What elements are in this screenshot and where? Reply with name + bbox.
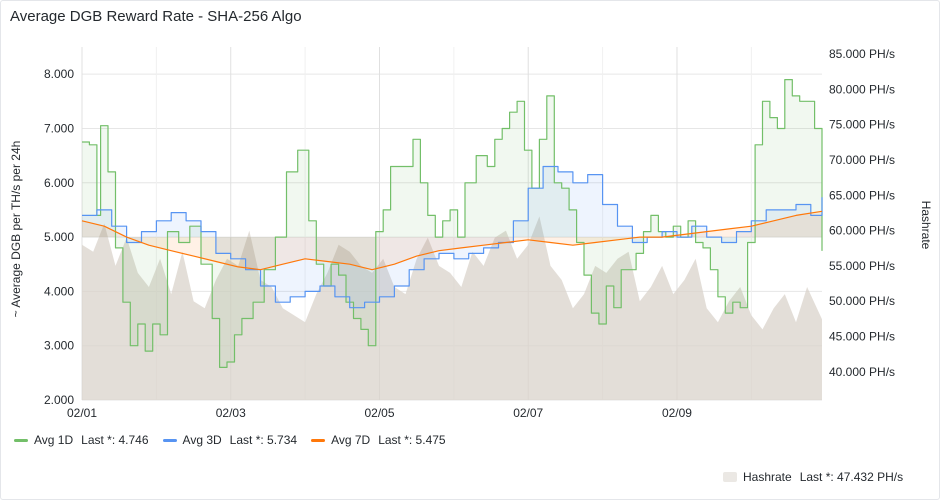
x-tick-label: 02/09: [662, 406, 692, 420]
left-tick-label: 6.000: [44, 176, 74, 190]
legend-swatch-avg-3d: [162, 438, 177, 442]
legend-item-avg-3d[interactable]: Avg 3D Last *: 5.734: [162, 433, 298, 447]
legend-swatch-hashrate: [723, 472, 737, 482]
legend-item-avg-1d[interactable]: Avg 1D Last *: 4.746: [14, 433, 149, 447]
legend-label-avg-7d: Avg 7D: [331, 433, 371, 447]
right-tick-label: 80.000 PH/s: [829, 82, 895, 96]
panel-title: Average DGB Reward Rate - SHA-256 Algo: [10, 8, 302, 25]
right-tick-label: 65.000 PH/s: [829, 188, 895, 202]
legend-stat-avg-3d: Last *: 5.734: [229, 433, 298, 447]
x-tick-label: 02/03: [216, 406, 246, 420]
legend-label-avg-1d: Avg 1D: [34, 433, 74, 447]
x-tick-label: 02/05: [364, 406, 394, 420]
series-fill-avg-1d: [82, 79, 822, 368]
legend-label-hashrate: Hashrate: [743, 470, 792, 484]
left-tick-label: 8.000: [44, 67, 74, 81]
legend-swatch-avg-7d: [311, 438, 326, 442]
series-line-avg-1d: [82, 79, 823, 368]
right-axis-label: Hashrate: [919, 201, 933, 250]
x-axis: 02/01 02/03 02/05 02/07 02/09: [67, 406, 692, 420]
legend-stat-hashrate: Last *: 47.432 PH/s: [799, 470, 904, 484]
left-axis: 2.000 3.000 4.000 5.000 6.000 7.000 8.000: [44, 67, 74, 407]
legend: Avg 1D Last *: 4.746 Avg 3D Last *: 5.73…: [14, 433, 460, 447]
legend-label-avg-3d: Avg 3D: [182, 433, 222, 447]
left-axis-label: ~ Average DGB per TH/s per 24h: [9, 141, 23, 318]
left-tick-label: 4.000: [44, 284, 74, 298]
hashrate-area: [82, 216, 822, 400]
series-area-hashrate: [82, 216, 822, 400]
right-axis: 40.000 PH/s 45.000 PH/s 50.000 PH/s 55.000 …: [829, 47, 895, 379]
series-fills: [82, 79, 822, 368]
legend-item-avg-7d[interactable]: Avg 7D Last *: 5.475: [311, 433, 446, 447]
legend-stat-avg-7d: Last *: 5.475: [378, 433, 446, 447]
legend-item-hashrate[interactable]: Hashrate Last *: 47.432 PH/s: [723, 470, 903, 484]
series-line-avg-7d: [81, 210, 823, 271]
series-line-avg-3d: [82, 165, 823, 309]
left-tick-label: 2.000: [44, 393, 74, 407]
left-tick-label: 3.000: [44, 339, 74, 353]
x-tick-label: 02/07: [513, 406, 543, 420]
right-tick-label: 50.000 PH/s: [829, 294, 895, 308]
right-tick-label: 55.000 PH/s: [829, 259, 895, 273]
right-tick-label: 70.000 PH/s: [829, 153, 895, 167]
legend-hashrate: Hashrate Last *: 47.432 PH/s: [723, 470, 903, 484]
right-tick-label: 45.000 PH/s: [829, 329, 895, 343]
x-tick-label: 02/01: [67, 406, 97, 420]
right-tick-label: 40.000 PH/s: [829, 365, 895, 379]
legend-stat-avg-1d: Last *: 4.746: [81, 433, 149, 447]
right-tick-label: 75.000 PH/s: [829, 118, 895, 132]
series-fill-avg-3d: [82, 166, 822, 308]
legend-swatch-avg-1d: [14, 438, 28, 442]
right-tick-label: 85.000 PH/s: [829, 47, 895, 61]
left-tick-label: 5.000: [44, 230, 74, 244]
series-lines: [81, 79, 823, 368]
left-tick-label: 7.000: [44, 121, 74, 135]
right-tick-label: 60.000 PH/s: [829, 224, 895, 238]
series-fill-avg-7d: [82, 211, 822, 270]
